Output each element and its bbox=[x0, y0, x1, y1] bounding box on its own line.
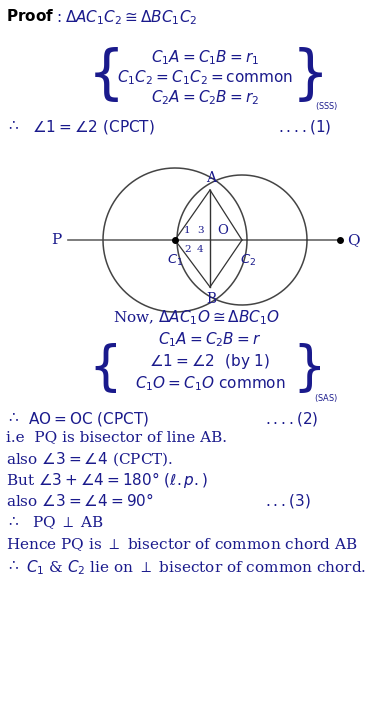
Text: $\{$: $\{$ bbox=[89, 341, 118, 395]
Text: Now, $\Delta AC_1O \cong \Delta BC_1O$: Now, $\Delta AC_1O \cong \Delta BC_1O$ bbox=[113, 308, 279, 327]
Text: $C_1$ & $C_2$ lie on $\perp$ bisector of common chord.: $C_1$ & $C_2$ lie on $\perp$ bisector of… bbox=[26, 558, 367, 577]
Text: $C_1A = C_1B = r_1$: $C_1A = C_1B = r_1$ bbox=[151, 48, 259, 67]
Text: $C_1O = C_1O\ \mathrm{common}$: $C_1O = C_1O\ \mathrm{common}$ bbox=[135, 374, 285, 392]
Text: $\}$: $\}$ bbox=[292, 341, 321, 395]
Text: $\mathrm{AO = OC\ (CPCT)}$: $\mathrm{AO = OC\ (CPCT)}$ bbox=[28, 410, 149, 428]
Text: $C_1A = C_2B = r$: $C_1A = C_2B = r$ bbox=[158, 330, 261, 349]
Text: $...(3)$: $...(3)$ bbox=[265, 492, 311, 510]
Text: $\therefore$: $\therefore$ bbox=[6, 558, 20, 572]
Text: $C_2$: $C_2$ bbox=[240, 253, 256, 268]
Text: 2: 2 bbox=[184, 245, 191, 254]
Text: 1: 1 bbox=[184, 226, 191, 235]
Text: i.e  PQ is bisector of line AB.: i.e PQ is bisector of line AB. bbox=[6, 430, 227, 444]
Text: 3: 3 bbox=[197, 226, 203, 235]
Text: $C_2A = C_2B = r_2$: $C_2A = C_2B = r_2$ bbox=[151, 88, 259, 106]
Text: $\angle 1 = \angle 2\ \mathrm{(CPCT)}$: $\angle 1 = \angle 2\ \mathrm{(CPCT)}$ bbox=[32, 118, 155, 136]
Text: 4: 4 bbox=[197, 245, 203, 254]
Text: $C_1$: $C_1$ bbox=[167, 253, 183, 268]
Text: Q: Q bbox=[347, 233, 359, 247]
Text: $....(1)$: $....(1)$ bbox=[278, 118, 332, 136]
Text: A: A bbox=[206, 171, 216, 185]
Text: also $\angle 3 = \angle 4$ (CPCT).: also $\angle 3 = \angle 4$ (CPCT). bbox=[6, 450, 173, 468]
Text: $\{$: $\{$ bbox=[87, 46, 119, 104]
Text: $....(2)$: $....(2)$ bbox=[265, 410, 319, 428]
Text: $: \Delta AC_1C_2 \cong \Delta BC_1C_2$: $: \Delta AC_1C_2 \cong \Delta BC_1C_2$ bbox=[54, 8, 198, 27]
Text: also $\angle 3 = \angle 4 = 90°$: also $\angle 3 = \angle 4 = 90°$ bbox=[6, 492, 154, 509]
Text: Hence PQ is $\perp$ bisector of common chord AB: Hence PQ is $\perp$ bisector of common c… bbox=[6, 536, 358, 552]
Text: But $\angle 3 + \angle 4 = 180°\ (\ell.p.)$: But $\angle 3 + \angle 4 = 180°\ (\ell.p… bbox=[6, 470, 208, 490]
Text: O: O bbox=[217, 224, 228, 237]
Text: P: P bbox=[51, 233, 61, 247]
Text: $\therefore$: $\therefore$ bbox=[6, 514, 20, 528]
Text: $\therefore$: $\therefore$ bbox=[6, 410, 20, 424]
Text: $C_1C_2 = C_1C_2 = \mathrm{common}$: $C_1C_2 = C_1C_2 = \mathrm{common}$ bbox=[117, 68, 293, 87]
Text: $\angle 1 = \angle 2\ \ \mathrm{(by\ 1)}$: $\angle 1 = \angle 2\ \ \mathrm{(by\ 1)}… bbox=[149, 352, 270, 371]
Text: $_{\mathrm{(SAS)}}$: $_{\mathrm{(SAS)}}$ bbox=[314, 392, 338, 405]
Text: $\therefore$: $\therefore$ bbox=[6, 118, 20, 132]
Text: $\}$: $\}$ bbox=[291, 46, 323, 104]
Text: $_{\mathrm{(SSS)}}$: $_{\mathrm{(SSS)}}$ bbox=[315, 100, 339, 113]
Text: PQ $\perp$ AB: PQ $\perp$ AB bbox=[32, 514, 104, 531]
Text: $\mathbf{Proof}$: $\mathbf{Proof}$ bbox=[6, 8, 54, 24]
Text: B: B bbox=[206, 292, 216, 306]
